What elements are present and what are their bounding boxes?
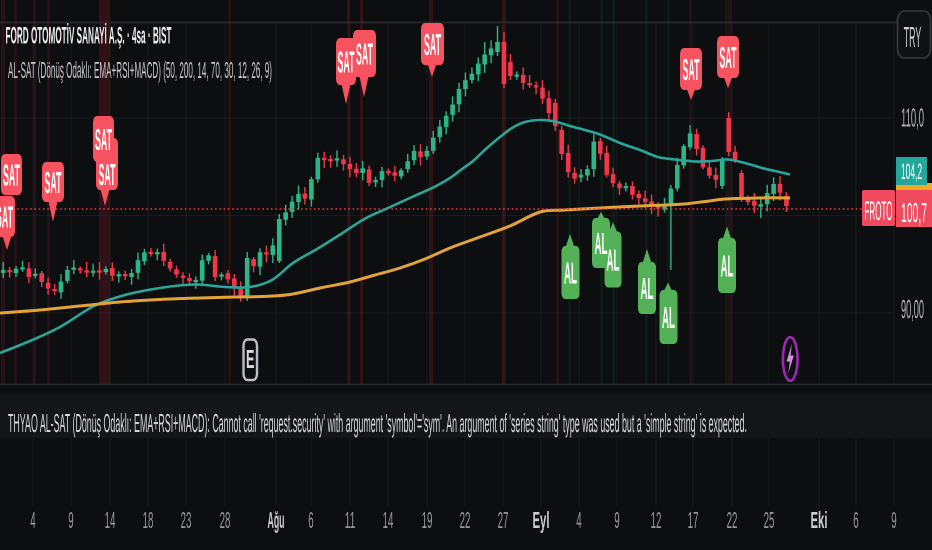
svg-text:FROTO: FROTO (865, 196, 893, 226)
svg-text:AL: AL (662, 300, 675, 335)
svg-text:SAT: SAT (45, 165, 62, 200)
svg-text:4: 4 (576, 507, 581, 533)
svg-text:27: 27 (498, 507, 509, 533)
svg-text:SAT: SAT (3, 158, 20, 193)
svg-text:14: 14 (105, 507, 116, 533)
svg-text:28: 28 (220, 507, 231, 533)
svg-text:22: 22 (727, 507, 738, 533)
svg-text:Eyl: Eyl (533, 507, 550, 533)
svg-text:AL: AL (721, 249, 734, 284)
svg-text:Eki: Eki (811, 507, 828, 533)
svg-text:19: 19 (422, 507, 433, 533)
svg-text:11: 11 (345, 507, 356, 533)
svg-text:SAT: SAT (338, 45, 355, 80)
svg-text:6: 6 (853, 507, 858, 533)
svg-text:AL: AL (595, 226, 608, 261)
svg-text:100,7: 100,7 (901, 197, 927, 228)
svg-text:23: 23 (181, 507, 192, 533)
svg-text:SAT: SAT (95, 122, 112, 157)
svg-text:6: 6 (308, 507, 313, 533)
svg-text:22: 22 (460, 507, 471, 533)
svg-text:TRY: TRY (904, 22, 922, 54)
svg-text:AL: AL (607, 243, 620, 278)
svg-text:110,0: 110,0 (901, 102, 924, 132)
svg-text:SAT: SAT (720, 40, 737, 75)
svg-text:SAT: SAT (356, 37, 373, 72)
svg-text:SAT: SAT (0, 200, 13, 235)
svg-text:9: 9 (68, 507, 73, 533)
svg-text:90,00: 90,00 (901, 294, 924, 324)
svg-text:4: 4 (30, 507, 35, 533)
svg-text:E: E (246, 344, 255, 374)
svg-text:FORD OTOMOTİV SANAYİ A.Ş. · 4s: FORD OTOMOTİV SANAYİ A.Ş. · 4sa · BIST (6, 22, 172, 49)
svg-text:25: 25 (764, 507, 775, 533)
svg-text:9: 9 (891, 507, 896, 533)
svg-text:12: 12 (651, 507, 662, 533)
svg-text:SAT: SAT (683, 52, 700, 87)
svg-text:SAT: SAT (99, 157, 116, 192)
svg-text:9: 9 (614, 507, 619, 533)
svg-text:18: 18 (143, 507, 154, 533)
svg-text:THYAO AL-SAT (Dönüş Odaklı: EM: THYAO AL-SAT (Dönüş Odaklı: EMA+RSI+MACD… (8, 408, 747, 438)
svg-text:14: 14 (383, 507, 394, 533)
svg-text:17: 17 (688, 507, 699, 533)
svg-text:104,2: 104,2 (901, 159, 922, 184)
svg-text:AL: AL (641, 271, 654, 306)
svg-text:Ağu: Ağu (268, 507, 285, 533)
svg-text:AL-SAT (Dönüş Odaklı: EMA+RSI+: AL-SAT (Dönüş Odaklı: EMA+RSI+MACD) (50,… (8, 57, 272, 83)
svg-text:AL: AL (564, 256, 577, 291)
svg-text:SAT: SAT (424, 27, 441, 62)
